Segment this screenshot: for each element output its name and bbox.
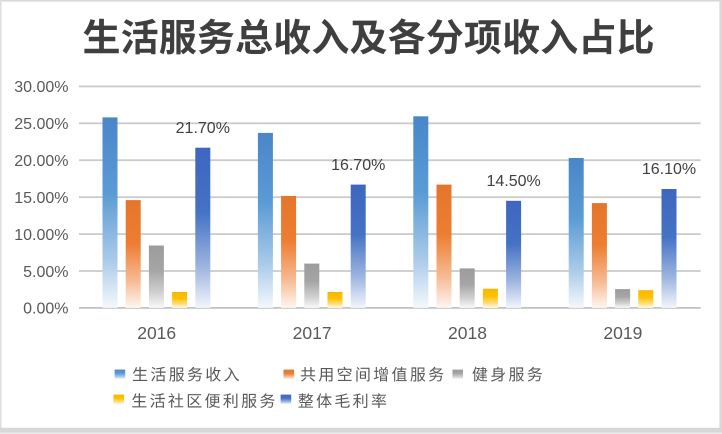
svg-text:0.00%: 0.00%: [23, 301, 68, 318]
svg-text:21.70%: 21.70%: [176, 120, 230, 137]
svg-text:25.00%: 25.00%: [14, 116, 68, 133]
svg-text:2016: 2016: [137, 323, 176, 343]
svg-text:10.00%: 10.00%: [14, 227, 68, 244]
svg-text:30.00%: 30.00%: [14, 79, 68, 96]
svg-text:16.70%: 16.70%: [331, 157, 385, 174]
svg-text:5.00%: 5.00%: [23, 264, 68, 281]
svg-text:2018: 2018: [448, 323, 487, 343]
svg-text:20.00%: 20.00%: [14, 153, 68, 170]
svg-text:16.10%: 16.10%: [642, 161, 696, 178]
svg-text:14.50%: 14.50%: [486, 173, 540, 190]
svg-text:2017: 2017: [293, 323, 332, 343]
svg-text:15.00%: 15.00%: [14, 190, 68, 207]
svg-text:2019: 2019: [603, 323, 642, 343]
